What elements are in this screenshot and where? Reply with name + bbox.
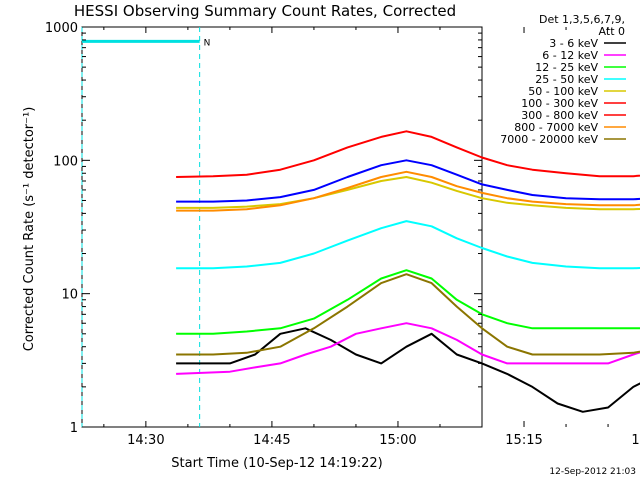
y-axis-label: Corrected Count Rate (s⁻¹ detector⁻¹) — [22, 107, 37, 352]
y-tick-label: 10 — [61, 288, 78, 303]
x-tick-label: 14:30 — [127, 433, 164, 448]
x-axis-label: Start Time (10-Sep-12 14:19:22) — [171, 456, 382, 471]
series-line — [176, 273, 640, 356]
plot-border — [81, 26, 483, 428]
legend-entry-label: 3 - 6 keV — [549, 37, 598, 50]
y-tick-label: 1000 — [45, 21, 78, 36]
legend-entry-label: 100 - 300 keV — [521, 97, 598, 110]
series-line — [176, 220, 640, 270]
x-tick-label: 15:00 — [379, 433, 416, 448]
legend-entry-label: 50 - 100 keV — [528, 85, 598, 98]
chart-title: HESSI Observing Summary Count Rates, Cor… — [74, 2, 456, 20]
legend-entry-label: 6 - 12 keV — [542, 49, 598, 62]
x-tick-label: 15:30 — [631, 433, 640, 448]
series-line — [176, 327, 640, 413]
timestamp: 12-Sep-2012 21:03 — [549, 467, 636, 477]
legend-entry-label: 7000 - 20000 keV — [500, 133, 598, 146]
x-tick-label: 15:15 — [505, 433, 542, 448]
legend-header: Att 0 — [599, 25, 625, 38]
series-line — [176, 322, 640, 375]
y-tick-label: 100 — [53, 154, 78, 169]
series-line — [176, 170, 640, 212]
night-label: N — [204, 38, 211, 48]
night-markers: N — [81, 27, 211, 427]
x-tick-label: 14:45 — [253, 433, 290, 448]
y-axis: 1 10 100 1000 — [45, 21, 482, 436]
legend-entry-label: 12 - 25 keV — [535, 61, 598, 74]
y-tick-label: 1 — [70, 421, 78, 436]
plot-frame — [81, 26, 483, 428]
series-layer — [176, 130, 640, 413]
series-line — [176, 130, 640, 178]
series-line — [176, 159, 640, 203]
legend-entry-label: 25 - 50 keV — [535, 73, 598, 86]
legend-header: Det 1,3,5,6,7,9, — [539, 13, 625, 26]
legend-entry-label: 300 - 800 keV — [521, 109, 598, 122]
legend-entry-label: 800 - 7000 keV — [514, 121, 598, 134]
